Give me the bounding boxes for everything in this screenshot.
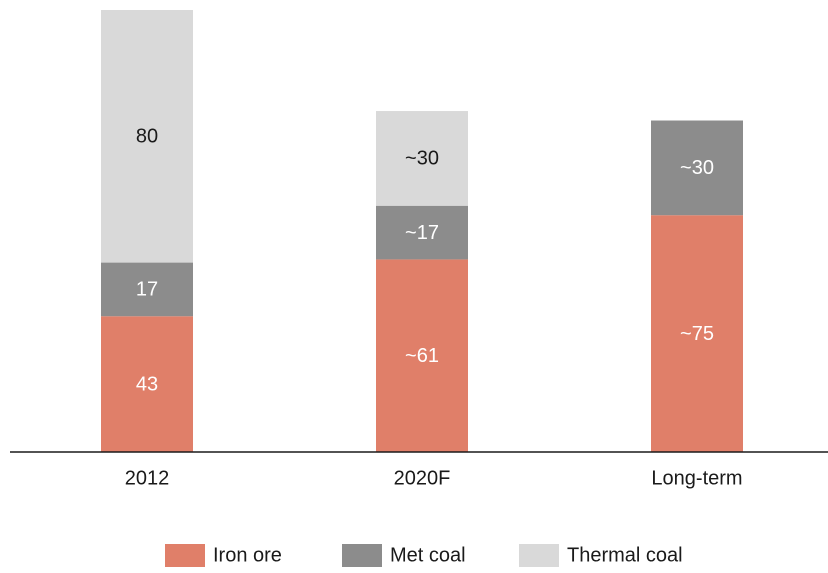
data-label: ~75: [680, 323, 714, 345]
data-label: 17: [136, 279, 158, 301]
legend-swatch: [342, 544, 382, 567]
bar-segment: [651, 215, 743, 452]
legend-swatch: [165, 544, 205, 567]
data-label: ~30: [405, 148, 439, 170]
bar-segment: [101, 316, 193, 452]
legend-label: Thermal coal: [567, 544, 683, 566]
x-tick-label: Long-term: [651, 467, 742, 489]
bar-segment: [376, 111, 468, 206]
legend-swatch: [519, 544, 559, 567]
data-label: 43: [136, 373, 158, 395]
bar-segment: [376, 259, 468, 452]
data-label: ~30: [680, 157, 714, 179]
bar-segment: [376, 205, 468, 260]
x-tick-label: 2020F: [394, 467, 451, 489]
legend-label: Iron ore: [213, 544, 282, 566]
bar-segment: [101, 10, 193, 263]
x-tick-label: 2012: [125, 467, 170, 489]
data-label: ~17: [405, 222, 439, 244]
bar-segment: [101, 262, 193, 317]
legend-label: Met coal: [390, 544, 466, 566]
data-label: 80: [136, 126, 158, 148]
bar-segment: [651, 120, 743, 216]
data-label: ~61: [405, 345, 439, 367]
